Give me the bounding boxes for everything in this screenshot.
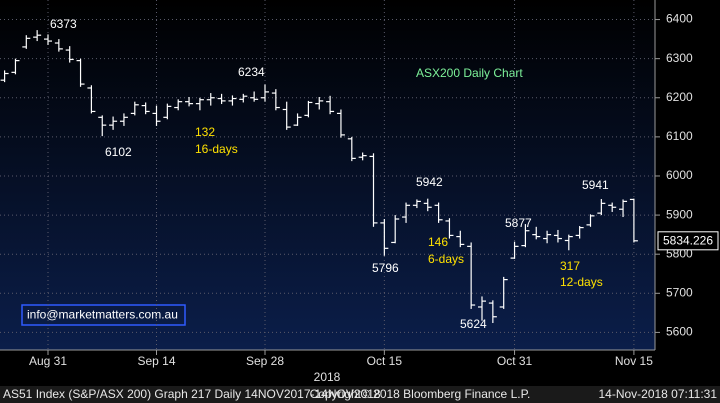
chart-title: ASX200 Daily Chart <box>416 66 523 80</box>
last-price-box <box>657 231 719 251</box>
y-tick-label: 6200 <box>666 90 693 104</box>
x-tick-label: Sep 28 <box>246 354 284 368</box>
footer-center: Copyright© 2018 Bloomberg Finance L.P. <box>310 387 531 401</box>
email: info@marketmatters.com.au <box>27 308 178 322</box>
x-axis-label: 2018 <box>314 370 341 384</box>
footer-bar <box>0 386 720 403</box>
y-tick-label: 6400 <box>666 12 693 26</box>
y-tick-label: 5900 <box>666 207 693 221</box>
email-box <box>21 304 186 326</box>
annotation: 146 <box>428 235 448 249</box>
y-tick-label: 5700 <box>666 285 693 299</box>
annotation: 5941 <box>582 178 609 192</box>
annotation: 6-days <box>428 252 464 266</box>
annotation: 132 <box>195 125 215 139</box>
y-tick-label: 6000 <box>666 168 693 182</box>
annotation: 5877 <box>505 216 532 230</box>
x-tick-label: Oct 31 <box>497 354 533 368</box>
footer-right: 14-Nov-2018 07:11:31 <box>598 387 717 401</box>
last-price-label: 5834.226 <box>663 233 713 247</box>
x-tick-label: Oct 15 <box>367 354 403 368</box>
x-tick-label: Nov 15 <box>615 354 653 368</box>
annotation: 5624 <box>460 317 487 331</box>
annotation: 6234 <box>238 65 265 79</box>
y-tick-label: 6100 <box>666 129 693 143</box>
annotation: 12-days <box>560 275 603 289</box>
annotation: 317 <box>560 259 580 273</box>
annotation: 16-days <box>195 142 238 156</box>
plot-area <box>0 0 655 350</box>
annotation: 5796 <box>372 261 399 275</box>
x-tick-label: Aug 31 <box>29 354 67 368</box>
footer-left: AS51 Index (S&P/ASX 200) Graph 217 Daily… <box>3 387 381 401</box>
y-tick-label: 5600 <box>666 325 693 339</box>
y-tick-label: 6300 <box>666 51 693 65</box>
annotation: 6373 <box>50 17 77 31</box>
annotation: 6102 <box>105 145 132 159</box>
annotation: 5942 <box>416 175 443 189</box>
x-tick-label: Sep 14 <box>137 354 175 368</box>
